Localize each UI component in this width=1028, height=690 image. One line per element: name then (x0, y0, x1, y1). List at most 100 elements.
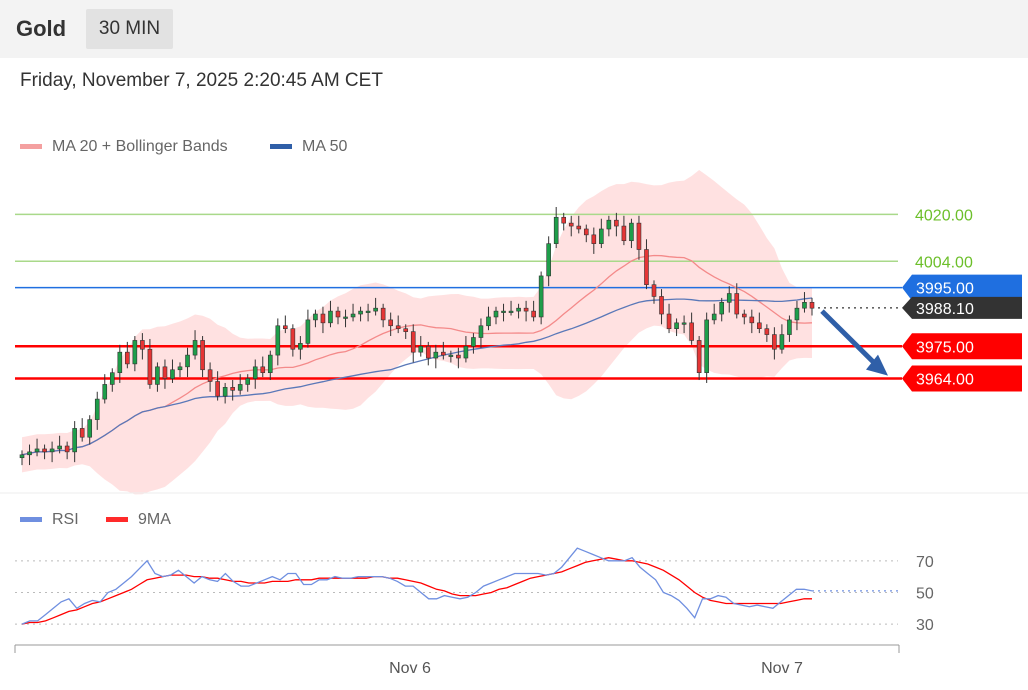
legend-ma20: MA 20 + Bollinger Bands (20, 138, 228, 156)
candle (576, 225, 582, 230)
candle (734, 293, 740, 315)
candle (711, 313, 717, 321)
candle (305, 319, 311, 344)
candle (267, 354, 273, 373)
candle (425, 345, 431, 359)
candle (636, 222, 642, 250)
support-label: 3975.00 (916, 339, 974, 356)
candle (666, 313, 672, 330)
candle (523, 307, 529, 312)
candle (433, 351, 439, 359)
candle (275, 325, 281, 356)
candle (538, 275, 544, 318)
candle (155, 366, 160, 385)
candle (72, 428, 77, 453)
forecast-arrow (820, 309, 880, 369)
candle (418, 345, 424, 353)
candle (215, 381, 220, 397)
legend-ma20-label: MA 20 + Bollinger Bands (52, 138, 228, 155)
current-price-tag (902, 274, 1022, 301)
rsi-ma-swatch (106, 517, 128, 523)
candle (49, 448, 55, 453)
resistance-label: 4004.00 (915, 254, 973, 271)
candle (192, 340, 198, 356)
candle (749, 316, 755, 324)
candle (787, 319, 792, 335)
candle (516, 307, 521, 312)
candle (207, 369, 213, 382)
candle (696, 340, 702, 373)
candle (651, 284, 657, 297)
candle (132, 340, 138, 365)
candle (441, 351, 446, 356)
resistance-label: 4020.00 (915, 207, 973, 224)
candle (79, 428, 85, 438)
support-label: 3964.00 (916, 372, 974, 389)
candle (57, 445, 62, 450)
candle (561, 216, 567, 224)
candle (704, 319, 709, 373)
rsi-line (21, 547, 813, 625)
candle (313, 313, 318, 321)
candle (779, 334, 785, 350)
candle (365, 310, 371, 313)
candle (591, 234, 597, 244)
candle (147, 348, 153, 385)
support-tag (902, 365, 1022, 392)
rsi-tick-label: 50 (916, 585, 934, 602)
candle (200, 340, 205, 371)
candle (177, 366, 183, 371)
candle (463, 345, 469, 359)
candle (659, 296, 664, 315)
candle (531, 310, 536, 318)
x-tick-label: Nov 6 (389, 660, 431, 677)
candle (42, 448, 47, 453)
candle (245, 378, 251, 385)
candle (606, 219, 612, 230)
candle (478, 325, 484, 338)
legend-9ma: 9MA (106, 511, 171, 529)
candle (64, 445, 70, 453)
candle (358, 310, 363, 315)
candle (252, 366, 258, 379)
candle (681, 322, 687, 325)
candle (471, 337, 476, 347)
candle (621, 225, 627, 242)
candle (629, 222, 634, 242)
candle (343, 316, 348, 319)
support-tag (902, 333, 1022, 360)
candle (501, 310, 506, 313)
candle (508, 310, 514, 313)
candle (403, 328, 409, 332)
candle (395, 325, 401, 330)
candle (230, 387, 235, 391)
candle (335, 310, 341, 318)
candle (644, 249, 649, 286)
candle (448, 354, 454, 357)
candle (350, 313, 356, 318)
candle (320, 313, 326, 324)
legend-ma50-label: MA 50 (302, 138, 348, 155)
candle (568, 222, 574, 227)
candle (34, 448, 40, 453)
candle (757, 322, 762, 330)
candle (546, 243, 551, 277)
legend-9ma-label: 9MA (138, 511, 171, 528)
rsi-tick-label: 30 (916, 617, 934, 634)
candle (87, 419, 93, 438)
timeframe-badge[interactable]: 30 MIN (86, 9, 173, 49)
candle (599, 228, 604, 244)
candle (583, 228, 589, 236)
candle (410, 331, 416, 353)
candle (109, 372, 115, 385)
candle (456, 354, 461, 359)
candle (185, 354, 190, 368)
ma20-swatch (20, 144, 42, 150)
candle (117, 351, 123, 373)
last-price-tag (902, 296, 1022, 319)
instrument-title: Gold (16, 16, 67, 41)
candle (809, 302, 815, 309)
rsi-swatch (20, 517, 42, 523)
candle (764, 328, 770, 335)
